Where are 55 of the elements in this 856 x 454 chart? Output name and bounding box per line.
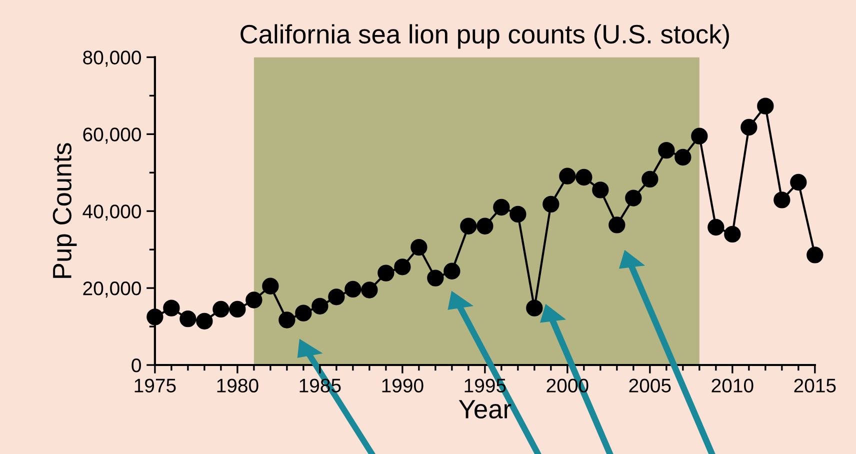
point (642, 170, 658, 188)
point (576, 168, 592, 186)
point (394, 258, 411, 276)
point (790, 174, 807, 191)
point (542, 196, 560, 213)
x-tick-label: 2015 (794, 378, 836, 392)
point (476, 218, 494, 234)
y-axis-title: Pup Counts (52, 143, 77, 278)
y-tick-label: 20,000 (83, 282, 141, 298)
x-tick-label: 1975 (134, 378, 176, 392)
point (444, 262, 460, 280)
point (361, 282, 378, 298)
chart-title: California sea lion pup counts (U.S. stock) (240, 24, 729, 49)
point (510, 206, 526, 223)
y-tick-label: 80,000 (83, 50, 141, 67)
point (262, 278, 279, 294)
y-tick-label: 0 (132, 358, 141, 372)
x-tick-label: 1990 (382, 378, 424, 392)
x-tick-label: 2005 (629, 378, 671, 392)
x-tick-label: 1980 (217, 378, 258, 392)
point (493, 198, 510, 216)
point (806, 246, 824, 264)
point (344, 280, 362, 298)
point (410, 238, 428, 256)
point (559, 168, 576, 184)
point (708, 218, 724, 236)
y-tick-label: 40,000 (82, 204, 141, 221)
point (608, 216, 626, 234)
x-axis-title: Year (458, 400, 512, 418)
point (163, 300, 180, 316)
point (526, 300, 543, 316)
point (295, 304, 312, 322)
point (212, 300, 230, 318)
point (180, 310, 196, 328)
point (592, 182, 609, 198)
point (229, 300, 246, 318)
point (246, 292, 262, 308)
point (312, 298, 328, 314)
point (196, 312, 213, 330)
point (757, 98, 774, 114)
point (774, 192, 790, 208)
point (691, 128, 708, 144)
point (278, 312, 296, 328)
point (724, 226, 741, 243)
point (427, 270, 444, 286)
point (740, 118, 758, 136)
y-tick-label: 60,000 (83, 128, 141, 144)
point (378, 264, 394, 282)
x-tick-label: 2010 (712, 378, 754, 392)
point (658, 142, 675, 159)
point (146, 308, 164, 326)
point (625, 190, 642, 206)
point (460, 218, 477, 234)
point (674, 148, 692, 166)
point (328, 288, 345, 306)
